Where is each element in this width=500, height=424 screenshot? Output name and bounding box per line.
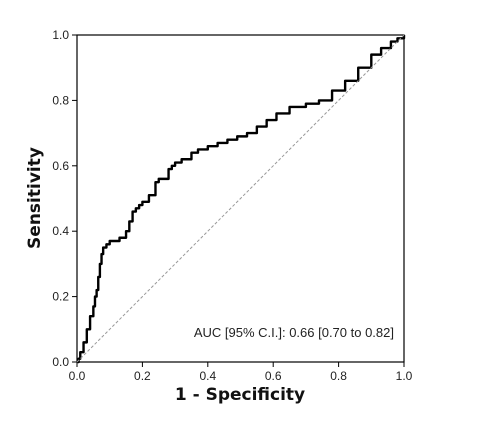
x-tick-label: 0.2 bbox=[134, 369, 151, 383]
ticks-layer: 0.0 0.2 0.4 0.6 0.8 1.0 0.0 0.2 0.4 0.6 0.8 1.0 bbox=[52, 28, 412, 383]
x-tick-label: 0.8 bbox=[330, 369, 347, 383]
x-axis-title: 1 - Specificity bbox=[175, 385, 305, 405]
y-tick-label: 0.4 bbox=[52, 224, 69, 238]
auc-annotation: AUC [95% C.I.]: 0.66 [0.70 to 0.82] bbox=[194, 325, 394, 340]
reference-diagonal-line bbox=[76, 34, 405, 363]
y-tick-label: 0.6 bbox=[52, 159, 69, 173]
x-tick-label: 0.4 bbox=[199, 369, 216, 383]
y-tick-label: 0.2 bbox=[52, 290, 69, 304]
plot-frame bbox=[76, 34, 405, 363]
x-tick-label: 1.0 bbox=[396, 369, 413, 383]
series-layer bbox=[76, 34, 406, 364]
x-tick-label: 0.0 bbox=[69, 369, 86, 383]
x-tick-label: 0.6 bbox=[265, 369, 282, 383]
roc-curve-line bbox=[77, 35, 406, 364]
y-tick-label: 0.8 bbox=[52, 93, 69, 107]
y-tick-label: 1.0 bbox=[52, 28, 69, 42]
y-axis-title: Sensitivity bbox=[25, 147, 45, 249]
y-tick-label: 0.0 bbox=[52, 355, 69, 369]
